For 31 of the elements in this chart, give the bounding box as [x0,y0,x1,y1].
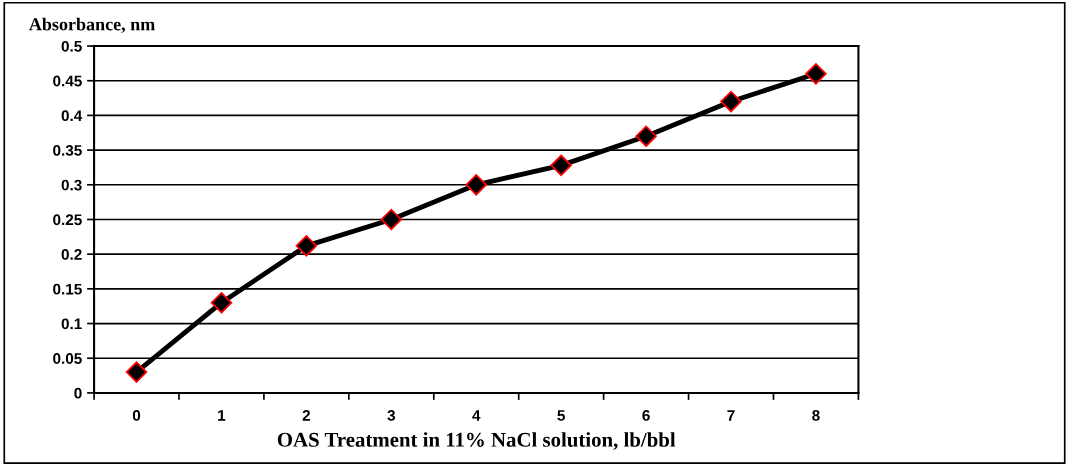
x-tick-label: 5 [557,410,565,421]
y-tick-label: 0.15 [53,283,82,295]
x-tick-label: 1 [218,410,226,421]
x-axis-title: OAS Treatment in 11% NaCl solution, lb/bbl [277,432,676,450]
point [210,292,233,314]
x-tick-label: 0 [132,410,141,421]
x-tick-label: 8 [812,410,820,421]
y-axis-title: Absorbance, nm [29,17,155,34]
point [380,208,403,231]
point [720,90,742,113]
y-tick-label: 0.35 [53,144,82,156]
y-tick-label: 0.5 [61,40,82,52]
y-tick-label: 0 [74,387,82,399]
y-tick-label: 0.1 [61,318,82,330]
y-tick-label: 0.45 [53,75,82,87]
y-tick-label: 0.3 [61,179,82,191]
x-tick-label: 2 [302,410,311,421]
x-tick-label: 3 [387,410,396,421]
y-tick-label: 0.05 [53,353,82,364]
point [465,174,487,196]
y-tick-label: 0.2 [61,249,82,260]
x-tick-label: 7 [727,410,735,421]
x-tick-label: 6 [642,410,650,421]
point [635,125,657,147]
y-tick-label: 0.4 [61,110,83,122]
point [125,361,148,383]
point [295,235,318,257]
y-tick-label: 0.25 [53,214,82,226]
point [550,154,572,177]
x-tick-label: 4 [472,410,481,421]
point [805,63,827,85]
